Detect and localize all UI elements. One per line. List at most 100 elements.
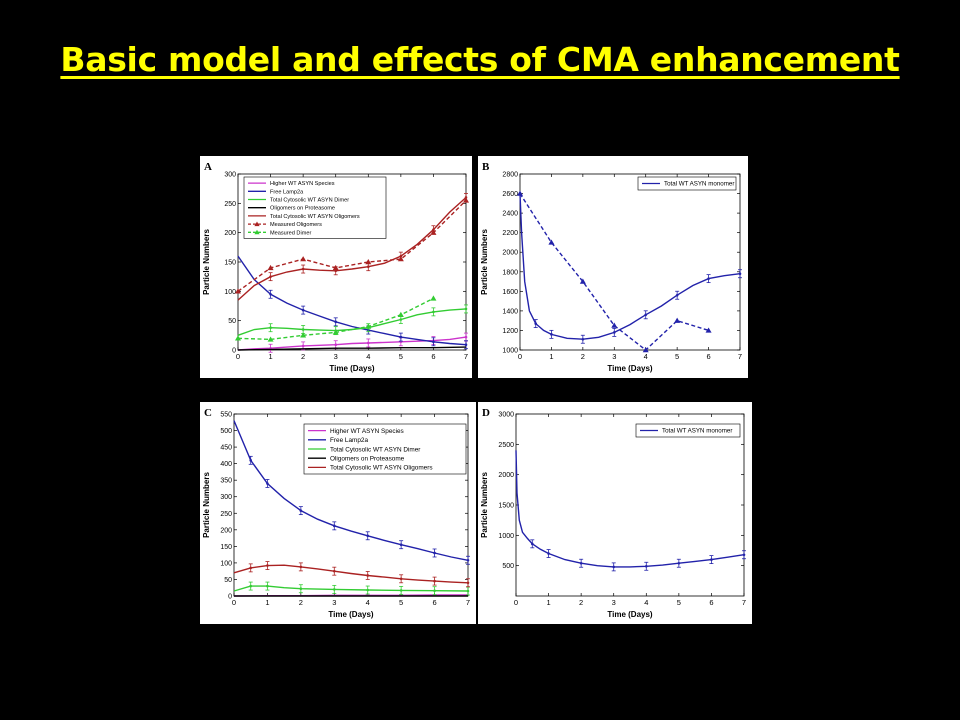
legend-marker	[254, 221, 260, 227]
y-tick-label: 1500	[498, 503, 514, 510]
series-point	[710, 558, 713, 561]
y-axis-label: Particle Numbers	[202, 472, 211, 538]
series-point	[463, 197, 469, 203]
legend: Higher WT ASYN Species Free Lamp2a Total C…	[303, 423, 467, 475]
x-axis-label: Time (Days)	[607, 364, 653, 373]
legend-marker	[254, 229, 260, 235]
x-tick-label: 4	[366, 352, 370, 361]
series-point	[366, 574, 370, 577]
y-tick-label: 400	[220, 461, 232, 468]
series-point	[530, 542, 534, 546]
y-tick-label: 0	[228, 594, 232, 601]
y-tick-label: 200	[224, 230, 236, 237]
x-tick-label: 6	[706, 352, 710, 361]
series-point	[267, 336, 274, 342]
x-tick-label: 4	[644, 352, 648, 361]
series-point	[365, 323, 372, 329]
x-tick-label: 0	[518, 352, 522, 361]
series-5	[235, 197, 469, 294]
series-point	[269, 326, 272, 330]
y-tick-label: 2000	[498, 472, 514, 479]
x-tick-label: 4	[366, 598, 370, 607]
series-point	[269, 292, 272, 296]
series-line	[519, 193, 741, 340]
series-point	[466, 589, 470, 593]
x-tick-label: 7	[742, 598, 746, 607]
series-4	[237, 193, 468, 301]
legend: Total WT ASYN monomer	[635, 423, 741, 438]
series-point	[612, 565, 616, 569]
series-point	[334, 320, 338, 324]
panel-letter: B	[482, 161, 490, 173]
legend-entry: Oligomers on Proteasome	[330, 456, 405, 463]
series-line	[237, 346, 467, 351]
x-tick-label: 7	[466, 598, 470, 607]
panel-letter: C	[204, 407, 212, 419]
y-tick-label: 150	[224, 260, 236, 267]
y-tick-label: 50	[228, 318, 236, 325]
x-tick-label: 1	[265, 598, 269, 607]
series-point	[399, 335, 403, 339]
series-point	[299, 565, 303, 569]
series-2	[237, 304, 468, 336]
series-point	[299, 587, 303, 591]
series-point	[612, 331, 616, 334]
y-tick-label: 1000	[498, 533, 514, 540]
x-tick-label: 7	[738, 352, 742, 361]
series-point	[269, 275, 272, 278]
panel-letter: D	[482, 407, 490, 419]
y-tick-label: 0	[232, 348, 236, 355]
legend-box	[637, 176, 737, 191]
series-point	[299, 509, 303, 512]
y-tick-label: 1600	[502, 289, 518, 296]
y-tick-label: 2000	[502, 250, 518, 257]
series-point	[675, 293, 679, 297]
y-tick-label: 3000	[498, 412, 514, 419]
series-point	[301, 344, 305, 348]
series-point	[266, 482, 269, 485]
legend-entry: Higher WT ASYN Species	[270, 181, 335, 187]
chart-c-svg: C 0 1 2 3 4 5 6 7 0 50 100 150 200 250 300 350 400 450 500 5…	[202, 407, 470, 619]
y-tick-label: 2200	[502, 230, 518, 237]
series-point	[249, 459, 253, 462]
x-tick-label: 5	[677, 598, 681, 607]
legend-entry: Total WT ASYN monomer	[664, 181, 734, 188]
series-point	[464, 335, 468, 339]
series-point	[466, 558, 470, 562]
x-tick-label: 4	[644, 598, 648, 607]
legend-entry: Total Cytosolic WT ASYN Dimer	[270, 198, 349, 204]
legend-box	[303, 423, 467, 475]
panel-letter: A	[204, 161, 212, 173]
y-tick-label: 150	[220, 544, 232, 551]
series-0	[515, 450, 746, 572]
series-point	[707, 277, 710, 280]
y-tick-label: 1400	[502, 308, 518, 315]
y-axis-label: Particle Numbers	[480, 229, 489, 295]
x-tick-label: 1	[549, 352, 553, 361]
series-point	[397, 256, 404, 262]
y-axis-label: Particle Numbers	[202, 229, 211, 295]
series-point	[334, 343, 338, 347]
x-tick-label: 1	[546, 598, 550, 607]
y-tick-label: 550	[220, 412, 232, 419]
x-tick-label: 0	[236, 352, 240, 361]
x-tick-label: 2	[301, 352, 305, 361]
x-tick-label: 3	[334, 352, 338, 361]
series-point	[399, 318, 403, 321]
series-line	[237, 196, 467, 301]
x-tick-label: 5	[399, 598, 403, 607]
series-point	[399, 577, 403, 581]
series-point	[433, 589, 436, 593]
legend-box	[635, 423, 741, 438]
x-tick-label: 3	[332, 598, 336, 607]
series-point	[742, 553, 746, 557]
legend-entry: Measured Dimer	[270, 230, 311, 236]
x-tick-label: 5	[675, 352, 679, 361]
legend-entry: Total Cytosolic WT ASYN Oligomers	[270, 214, 360, 220]
series-point	[366, 341, 370, 345]
chart-d-svg: D 0 1 2 3 4 5 6 7 500 1000 1500 2000 2500 3000 Time (Da…	[480, 407, 746, 619]
legend-entry: Higher WT ASYN Species	[330, 428, 404, 435]
series-line	[233, 420, 469, 561]
x-tick-label: 2	[581, 352, 585, 361]
series-point	[517, 190, 523, 196]
